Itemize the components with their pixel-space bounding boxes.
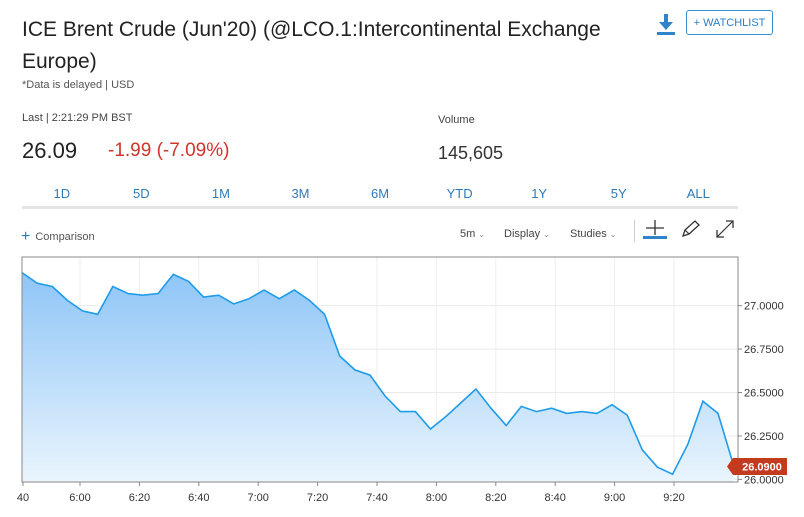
- current-value-badge: 26.0900: [727, 458, 787, 475]
- toolbar-divider: [634, 220, 635, 242]
- volume-value: 145,605: [438, 143, 504, 163]
- x-tick-label: 8:20: [485, 492, 506, 504]
- range-tab-1y[interactable]: 1Y: [531, 186, 548, 201]
- comparison-button[interactable]: + Comparison: [21, 227, 95, 245]
- y-tick-label: 27.0000: [744, 301, 784, 313]
- chevron-down-icon: ⌄: [543, 230, 550, 239]
- price-line: [21, 271, 734, 476]
- fullscreen-button[interactable]: [713, 218, 737, 240]
- display-dropdown[interactable]: Display ⌄: [504, 228, 550, 240]
- price-change: -1.99 (-7.09%): [108, 140, 230, 161]
- range-divider: [22, 206, 738, 209]
- x-tick-label: 6:00: [69, 492, 90, 504]
- crosshair-icon: [643, 220, 667, 239]
- x-tick-label: 9:00: [604, 492, 625, 504]
- instrument-title: ICE Brent Crude (Jun'20) (@LCO.1:Interco…: [22, 18, 601, 73]
- x-tick-label: 7:40: [366, 492, 387, 504]
- range-tab-1m[interactable]: 1M: [211, 186, 230, 201]
- draw-button[interactable]: [678, 218, 702, 240]
- last-trade-label: Last | 2:21:29 PM BST: [22, 112, 133, 124]
- y-tick-label: 26.2500: [744, 431, 784, 443]
- current-value-label: 26.0900: [742, 462, 782, 474]
- x-tick-label: 9:20: [663, 492, 684, 504]
- x-tick-label: 40: [17, 492, 29, 504]
- draw-pencil-icon: [681, 220, 700, 238]
- range-tab-5d[interactable]: 5D: [133, 186, 150, 201]
- display-label: Display: [504, 228, 541, 240]
- x-tick-label: 7:00: [247, 492, 268, 504]
- x-tick-label: 8:00: [426, 492, 447, 504]
- y-tick-label: 26.5000: [744, 388, 784, 400]
- y-tick-label: 26.0000: [744, 474, 784, 486]
- range-tab-3m[interactable]: 3M: [291, 186, 310, 201]
- plus-icon: +: [21, 228, 31, 245]
- x-tick-label: 8:40: [544, 492, 565, 504]
- range-tab-1d[interactable]: 1D: [53, 186, 71, 201]
- crosshair-button[interactable]: [643, 218, 667, 240]
- last-price: 26.09: [22, 138, 78, 163]
- price-chart[interactable]: 27.0000 26.7500 26.5000 26.2500 26.0000 40 6:…: [0, 254, 804, 517]
- chevron-down-icon: ⌄: [609, 230, 617, 239]
- fullscreen-icon: [716, 220, 734, 238]
- studies-label: Studies: [570, 228, 607, 240]
- x-tick-label: 6:20: [129, 492, 150, 504]
- interval-label: 5m: [460, 228, 476, 240]
- x-tick-label: 7:20: [307, 492, 328, 504]
- watchlist-button[interactable]: + WATCHLIST: [686, 10, 773, 35]
- range-tab-6m[interactable]: 6M: [371, 186, 390, 201]
- chevron-down-icon: ⌄: [478, 230, 485, 239]
- price-area: [22, 272, 734, 482]
- delay-note: *Data is delayed | USD: [22, 79, 135, 91]
- comparison-label: Comparison: [35, 231, 95, 243]
- download-button[interactable]: [655, 11, 677, 37]
- time-range-tabs: 1D 5D 1M 3M 6M YTD 1Y 5Y ALL: [22, 186, 738, 204]
- download-icon: [657, 14, 675, 35]
- plot-frame: [21, 256, 739, 483]
- range-tab-ytd[interactable]: YTD: [446, 186, 473, 201]
- x-tick-label: 6:40: [188, 492, 209, 504]
- volume-label: Volume: [438, 114, 475, 126]
- range-tab-5y[interactable]: 5Y: [610, 186, 627, 201]
- range-tab-all[interactable]: ALL: [686, 186, 710, 201]
- studies-dropdown[interactable]: Studies ⌄: [570, 228, 616, 240]
- y-tick-label: 26.7500: [744, 344, 784, 356]
- interval-dropdown[interactable]: 5m ⌄: [460, 228, 485, 240]
